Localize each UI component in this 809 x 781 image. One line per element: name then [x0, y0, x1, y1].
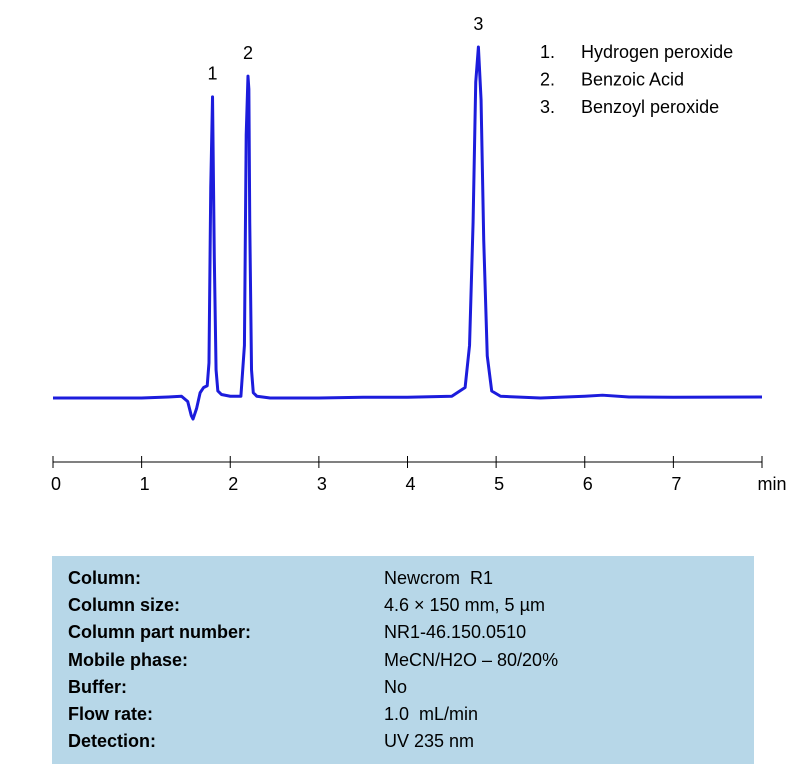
- cell-label: Column size:: [68, 595, 181, 616]
- cell-label: Buffer:: [68, 676, 127, 697]
- cell-value: NR1-46.150.0510: [384, 622, 527, 643]
- x-tick-label: 6: [583, 474, 593, 494]
- legend-name: Benzoic Acid: [581, 69, 684, 89]
- cell-value: 1.0 mL/min: [384, 704, 479, 724]
- legend-name: Benzoyl peroxide: [581, 97, 719, 117]
- x-tick-label: 1: [140, 474, 150, 494]
- cell-value: Newcrom R1: [384, 568, 494, 588]
- x-tick-label: 0: [51, 474, 61, 494]
- x-tick-label: min: [757, 474, 786, 494]
- cell-label: Flow rate:: [68, 704, 154, 724]
- cell-label: Column:: [68, 568, 141, 588]
- legend-number: 1.: [540, 42, 555, 62]
- cell-label: Column part number:: [68, 622, 251, 643]
- cell-label: Mobile phase:: [68, 649, 189, 670]
- cell-label: Detection:: [68, 731, 157, 752]
- cell-value: UV 235 nm: [384, 731, 475, 752]
- legend-name: Hydrogen peroxide: [581, 42, 733, 62]
- x-tick-label: 2: [228, 474, 238, 494]
- x-tick-label: 7: [671, 474, 681, 494]
- peak-label: 3: [473, 14, 483, 34]
- chart: 0 1 2 3 4 5 6 7 min 1 2 3 1. Hydrogen peroxide 2. Benzo…: [51, 14, 787, 494]
- legend-number: 3.: [540, 97, 555, 117]
- x-tick-label: 3: [317, 474, 327, 494]
- x-tick-label: 5: [494, 474, 504, 494]
- chromatogram-line: [53, 45, 763, 421]
- conditions-table: Column: Newcrom R1 Column size: 4.6 × 150 m…: [52, 556, 754, 764]
- peak-label: 1: [208, 64, 218, 84]
- x-tick-label: 4: [405, 474, 415, 494]
- cell-value: MeCN/H2O – 80/20%: [384, 649, 559, 670]
- peak-label: 2: [243, 43, 253, 63]
- legend-number: 2.: [540, 69, 555, 89]
- cell-value: 4.6 × 150 mm, 5 µm: [384, 595, 545, 616]
- cell-value: No: [384, 676, 408, 697]
